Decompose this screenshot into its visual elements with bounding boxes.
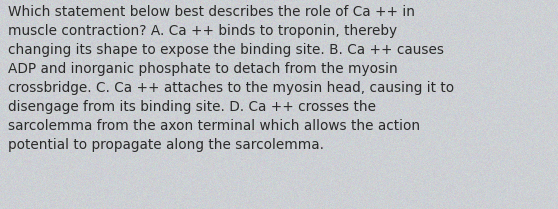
Text: Which statement below best describes the role of Ca ++ in
muscle contraction? A.: Which statement below best describes the… bbox=[8, 5, 455, 152]
